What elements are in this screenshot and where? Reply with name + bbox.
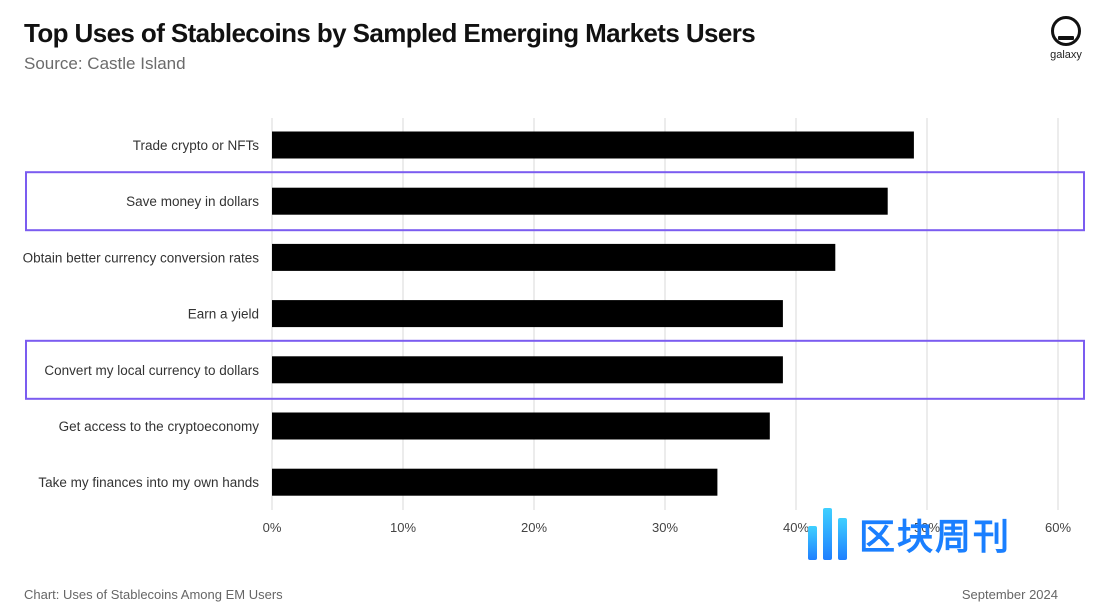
category-label: Save money in dollars	[126, 194, 259, 209]
bar	[272, 187, 888, 215]
watermark-text: 区块周刊	[859, 517, 1012, 558]
chart-subtitle: Source: Castle Island	[24, 54, 186, 73]
x-tick-label: 40%	[783, 520, 809, 535]
highlight-box	[25, 339, 1085, 400]
category-label: Convert my local currency to dollars	[44, 363, 259, 378]
watermark: 区块周刊	[808, 508, 1011, 560]
bar	[272, 412, 770, 440]
category-label: Get access to the cryptoeconomy	[59, 419, 260, 434]
galaxy-logo-icon	[1051, 16, 1081, 46]
bar	[272, 468, 718, 496]
x-tick-label: 30%	[652, 520, 678, 535]
x-tick-label: 60%	[1045, 520, 1071, 535]
highlight-box	[25, 171, 1085, 232]
x-tick-label: 0%	[263, 520, 282, 535]
galaxy-logo: galaxy	[1044, 16, 1088, 61]
x-tick-label: 10%	[390, 520, 416, 535]
category-label: Take my finances into my own hands	[38, 475, 259, 490]
x-tick-label: 50%	[914, 520, 940, 535]
category-label: Earn a yield	[188, 307, 259, 322]
logo-text: galaxy	[1050, 49, 1082, 61]
bar	[272, 243, 836, 271]
chart-date: September 2024	[961, 587, 1058, 602]
blockweekly-logo-icon	[808, 508, 847, 560]
chart-title: Top Uses of Stablecoins by Sampled Emerg…	[24, 18, 756, 48]
bar	[272, 300, 783, 328]
x-tick-label: 20%	[521, 520, 547, 535]
bar	[272, 131, 914, 159]
category-label: Trade crypto or NFTs	[133, 138, 260, 153]
chart-caption: Chart: Uses of Stablecoins Among EM User…	[24, 587, 283, 602]
category-label: Obtain better currency conversion rates	[23, 250, 260, 265]
bar	[272, 356, 783, 384]
